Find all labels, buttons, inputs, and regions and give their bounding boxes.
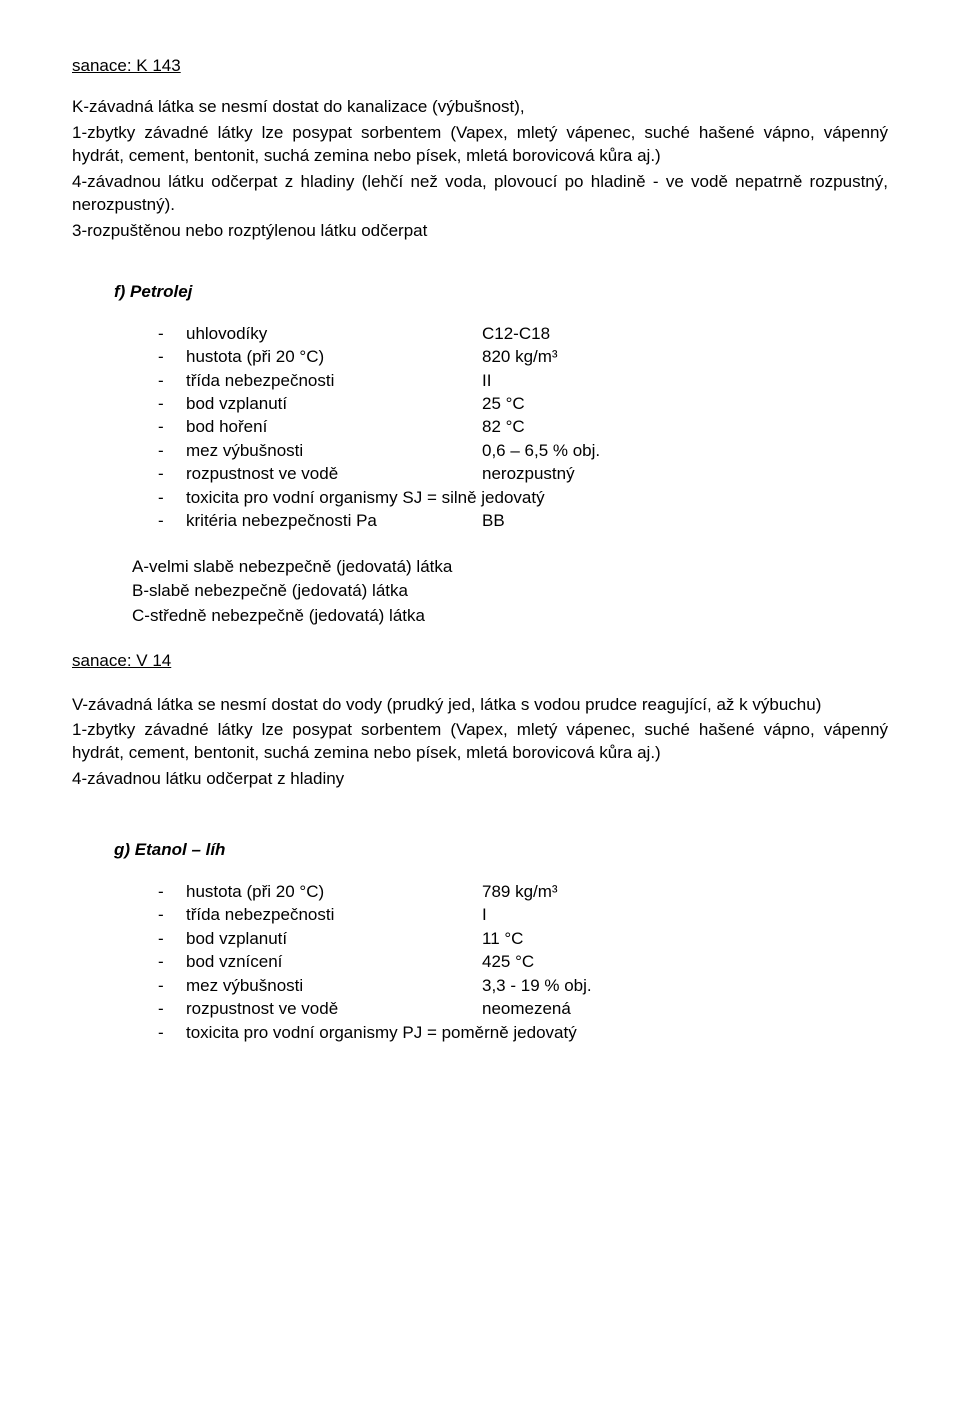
line-1: 1-zbytky závadné látky lze posypat sorbe…: [72, 121, 888, 168]
prop-value: 425 °C: [482, 950, 888, 973]
prop-label: uhlovodíky: [186, 322, 482, 345]
prop-label: hustota (při 20 °C): [186, 880, 482, 903]
sanace-top: sanace: K 143: [72, 54, 888, 77]
prop-label: hustota (při 20 °C): [186, 345, 482, 368]
prop-value: BB: [482, 509, 888, 532]
prop-value: II: [482, 369, 888, 392]
section-g-heading: g) Etanol – líh: [114, 838, 888, 861]
prop-value: 11 °C: [482, 927, 888, 950]
prop-value: 3,3 - 19 % obj.: [482, 974, 888, 997]
prop-label: toxicita pro vodní organismy PJ = poměrn…: [186, 1023, 577, 1042]
line-3: 3-rozpuštěnou nebo rozptýlenou látku odč…: [72, 219, 888, 242]
line-4b: 4-závadnou látku odčerpat z hladiny: [72, 767, 888, 790]
prop-value: nerozpustný: [482, 462, 888, 485]
prop-value: 0,6 – 6,5 % obj.: [482, 439, 888, 462]
prop-label: třída nebezpečnosti: [186, 903, 482, 926]
prop-label: bod hoření: [186, 415, 482, 438]
prop-label: toxicita pro vodní organismy SJ = silně …: [186, 488, 545, 507]
prop-label: mez výbušnosti: [186, 974, 482, 997]
line-4: 4-závadnou látku odčerpat z hladiny (leh…: [72, 170, 888, 217]
prop-label: rozpustnost ve vodě: [186, 462, 482, 485]
prop-value: C12-C18: [482, 322, 888, 345]
prop-value: 25 °C: [482, 392, 888, 415]
prop-label: rozpustnost ve vodě: [186, 997, 482, 1020]
prop-label: bod vzplanutí: [186, 927, 482, 950]
line-k: K-závadná látka se nesmí dostat do kanal…: [72, 95, 888, 118]
prop-label: bod vzplanutí: [186, 392, 482, 415]
sanace-v14: sanace: V 14: [72, 649, 888, 672]
line-v: V-závadná látka se nesmí dostat do vody …: [72, 693, 888, 716]
line-b: B-slabě nebezpečně (jedovatá) látka: [132, 579, 888, 602]
prop-value: 789 kg/m³: [482, 880, 888, 903]
prop-value: neomezená: [482, 997, 888, 1020]
prop-label: třída nebezpečnosti: [186, 369, 482, 392]
line-c: C-středně nebezpečně (jedovatá) látka: [132, 604, 888, 627]
prop-value: I: [482, 903, 888, 926]
line-1b: 1-zbytky závadné látky lze posypat sorbe…: [72, 718, 888, 765]
props-g: hustota (při 20 °C)789 kg/m³ třída nebez…: [72, 880, 888, 1044]
section-f-heading: f) Petrolej: [114, 280, 888, 303]
prop-label: kritéria nebezpečnosti Pa: [186, 509, 482, 532]
line-a: A-velmi slabě nebezpečně (jedovatá) látk…: [132, 555, 888, 578]
prop-value: 82 °C: [482, 415, 888, 438]
prop-label: mez výbušnosti: [186, 439, 482, 462]
props-f: uhlovodíkyC12-C18 hustota (při 20 °C)820…: [72, 322, 888, 533]
prop-value: 820 kg/m³: [482, 345, 888, 368]
prop-label: bod vznícení: [186, 950, 482, 973]
